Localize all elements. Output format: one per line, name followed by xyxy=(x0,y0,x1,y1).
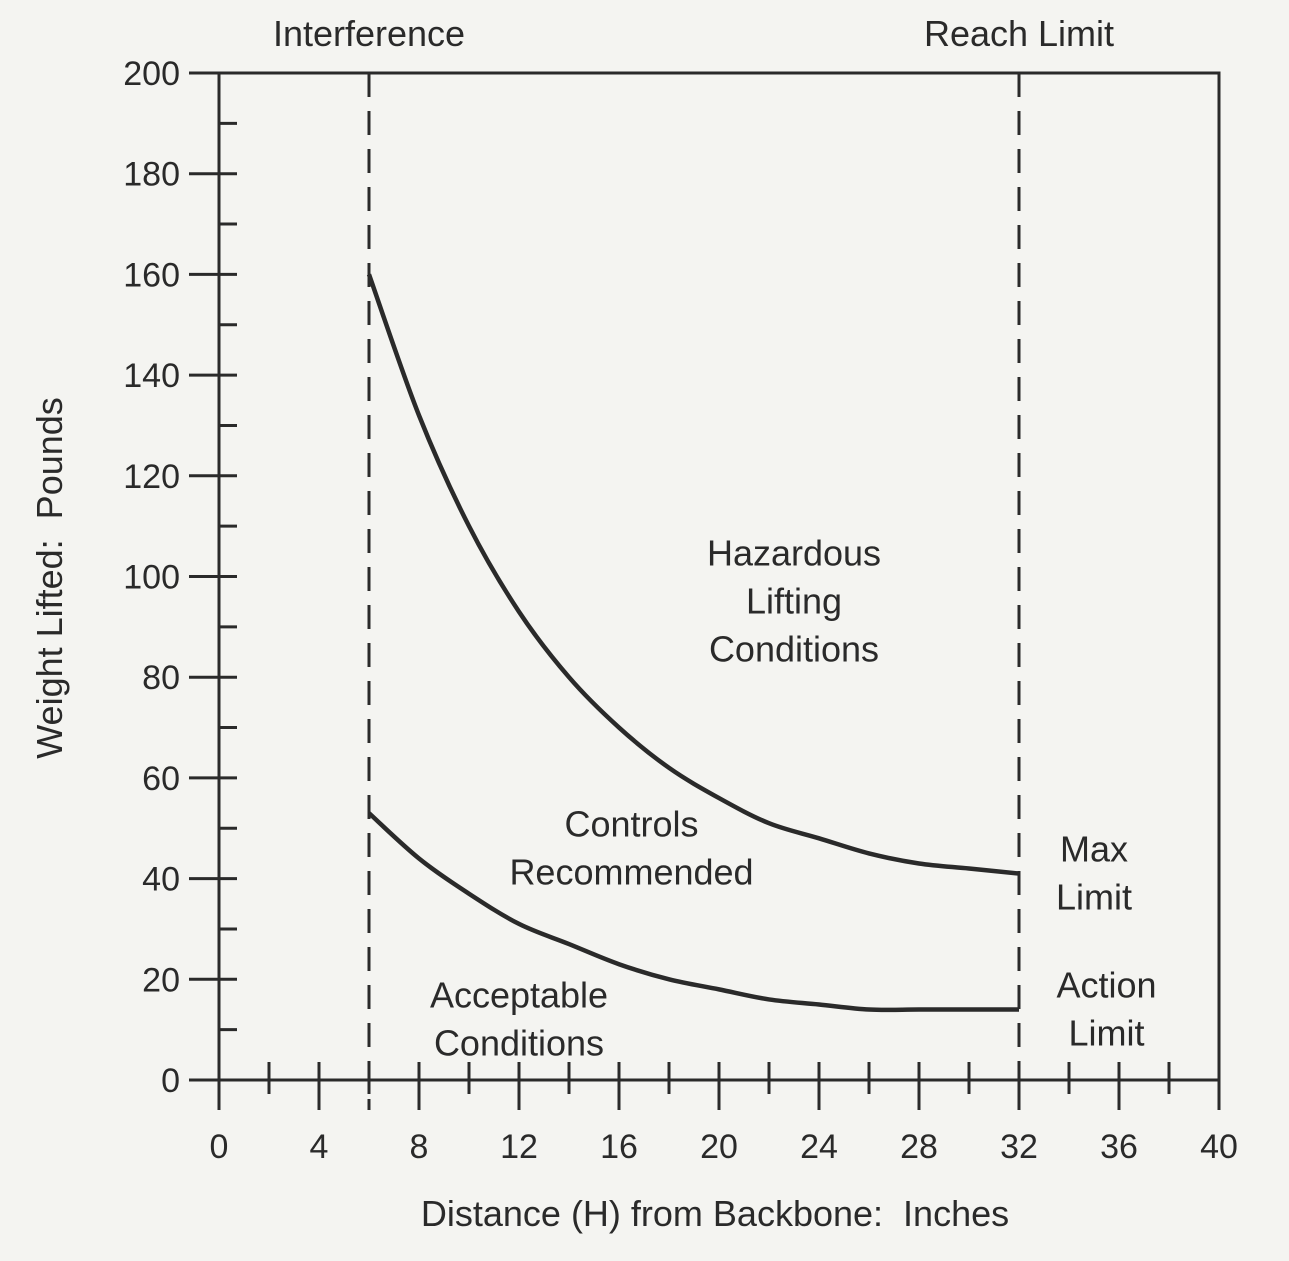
x-tick-label: 36 xyxy=(1100,1128,1138,1166)
annotation-line: Limit xyxy=(1068,1013,1144,1054)
x-tick-label: 0 xyxy=(210,1128,229,1166)
y-tick-label: 20 xyxy=(142,961,180,999)
annotation-line: Conditions xyxy=(709,629,879,670)
y-axis-label: Weight Lifted: Pounds xyxy=(29,397,70,759)
annotation-line: Max xyxy=(1060,829,1128,870)
x-tick-label: 24 xyxy=(800,1128,838,1166)
y-axis: 0 20 40 60 80 100 120 140 160 180 200 xyxy=(123,55,237,1100)
y-tick-label: 140 xyxy=(123,357,180,395)
y-tick-label: 120 xyxy=(123,458,180,496)
x-axis: 0 4 8 12 16 20 24 28 32 36 40 xyxy=(210,1062,1238,1166)
annotation-layer: Hazardous Lifting Conditions Controls Recomm… xyxy=(430,533,1157,1064)
x-axis-label: Distance (H) from Backbone: Inches xyxy=(421,1193,1009,1234)
y-tick-label: 200 xyxy=(123,55,180,93)
annotation-line: Acceptable xyxy=(430,975,608,1016)
x-tick-label: 20 xyxy=(700,1128,738,1166)
reference-lines: Interference Reach Limit xyxy=(273,13,1114,1110)
region-annotation: Action Limit xyxy=(1056,965,1156,1054)
action-limit-curve xyxy=(367,811,1019,1013)
annotation-line: Limit xyxy=(1056,877,1132,918)
x-tick-label: 28 xyxy=(900,1128,938,1166)
x-tick-label: 12 xyxy=(500,1128,538,1166)
y-tick-label: 60 xyxy=(142,760,180,798)
region-annotation: Controls Recommended xyxy=(509,803,753,892)
x-tick-label: 16 xyxy=(600,1128,638,1166)
y-tick-label: 180 xyxy=(123,156,180,194)
y-tick-label: 40 xyxy=(142,861,180,899)
y-tick-label: 0 xyxy=(161,1062,180,1100)
annotation-line: Hazardous xyxy=(707,533,881,574)
region-annotation: Max Limit xyxy=(1056,829,1132,918)
annotation-line: Action xyxy=(1056,965,1156,1006)
interference-label: Interference xyxy=(273,13,465,54)
x-tick-label: 4 xyxy=(310,1128,329,1166)
x-tick-label: 40 xyxy=(1200,1128,1238,1166)
y-tick-label: 80 xyxy=(142,659,180,697)
annotation-line: Lifting xyxy=(746,581,842,622)
region-annotation: Acceptable Conditions xyxy=(430,975,608,1064)
y-tick-label: 100 xyxy=(123,559,180,597)
annotation-line: Recommended xyxy=(509,851,753,892)
x-tick-label: 8 xyxy=(410,1128,429,1166)
annotation-line: Conditions xyxy=(434,1023,604,1064)
annotation-line: Controls xyxy=(564,803,698,844)
y-tick-label: 160 xyxy=(123,256,180,294)
reach-limit-label: Reach Limit xyxy=(924,13,1114,54)
region-annotation: Hazardous Lifting Conditions xyxy=(707,533,881,670)
x-tick-label: 32 xyxy=(1000,1128,1038,1166)
series-layer xyxy=(366,273,1020,1013)
max-limit-curve xyxy=(366,273,1020,876)
